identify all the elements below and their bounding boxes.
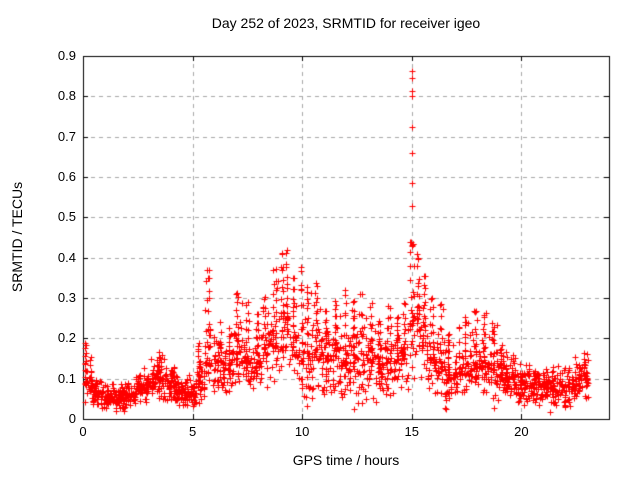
y-tick-label: 0.5	[57, 209, 76, 225]
y-tick-label: 0.4	[57, 249, 76, 265]
y-tick-label: 0.8	[57, 88, 76, 104]
x-tick-label: 5	[188, 424, 197, 439]
x-tick-label: 10	[294, 424, 310, 439]
x-tick-label: 15	[404, 424, 419, 439]
x-tick-label: 0	[79, 424, 87, 439]
chart-title: Day 252 of 2023, SRMTID for receiver ige…	[211, 15, 481, 31]
y-tick-label: 0.1	[57, 370, 76, 386]
y-tick-label: 0.9	[57, 48, 76, 63]
x-axis-label: GPS time / hours	[292, 452, 400, 468]
y-tick-label: 0	[68, 411, 76, 426]
y-tick-label: 0.7	[57, 128, 76, 144]
y-tick-label: 0.6	[57, 169, 76, 184]
x-tick-label: 20	[514, 424, 529, 439]
y-tick-label: 0.3	[57, 290, 76, 305]
y-axis-label: SRMTID / TECUs	[9, 181, 25, 293]
y-tick-label: 0.2	[57, 330, 76, 346]
